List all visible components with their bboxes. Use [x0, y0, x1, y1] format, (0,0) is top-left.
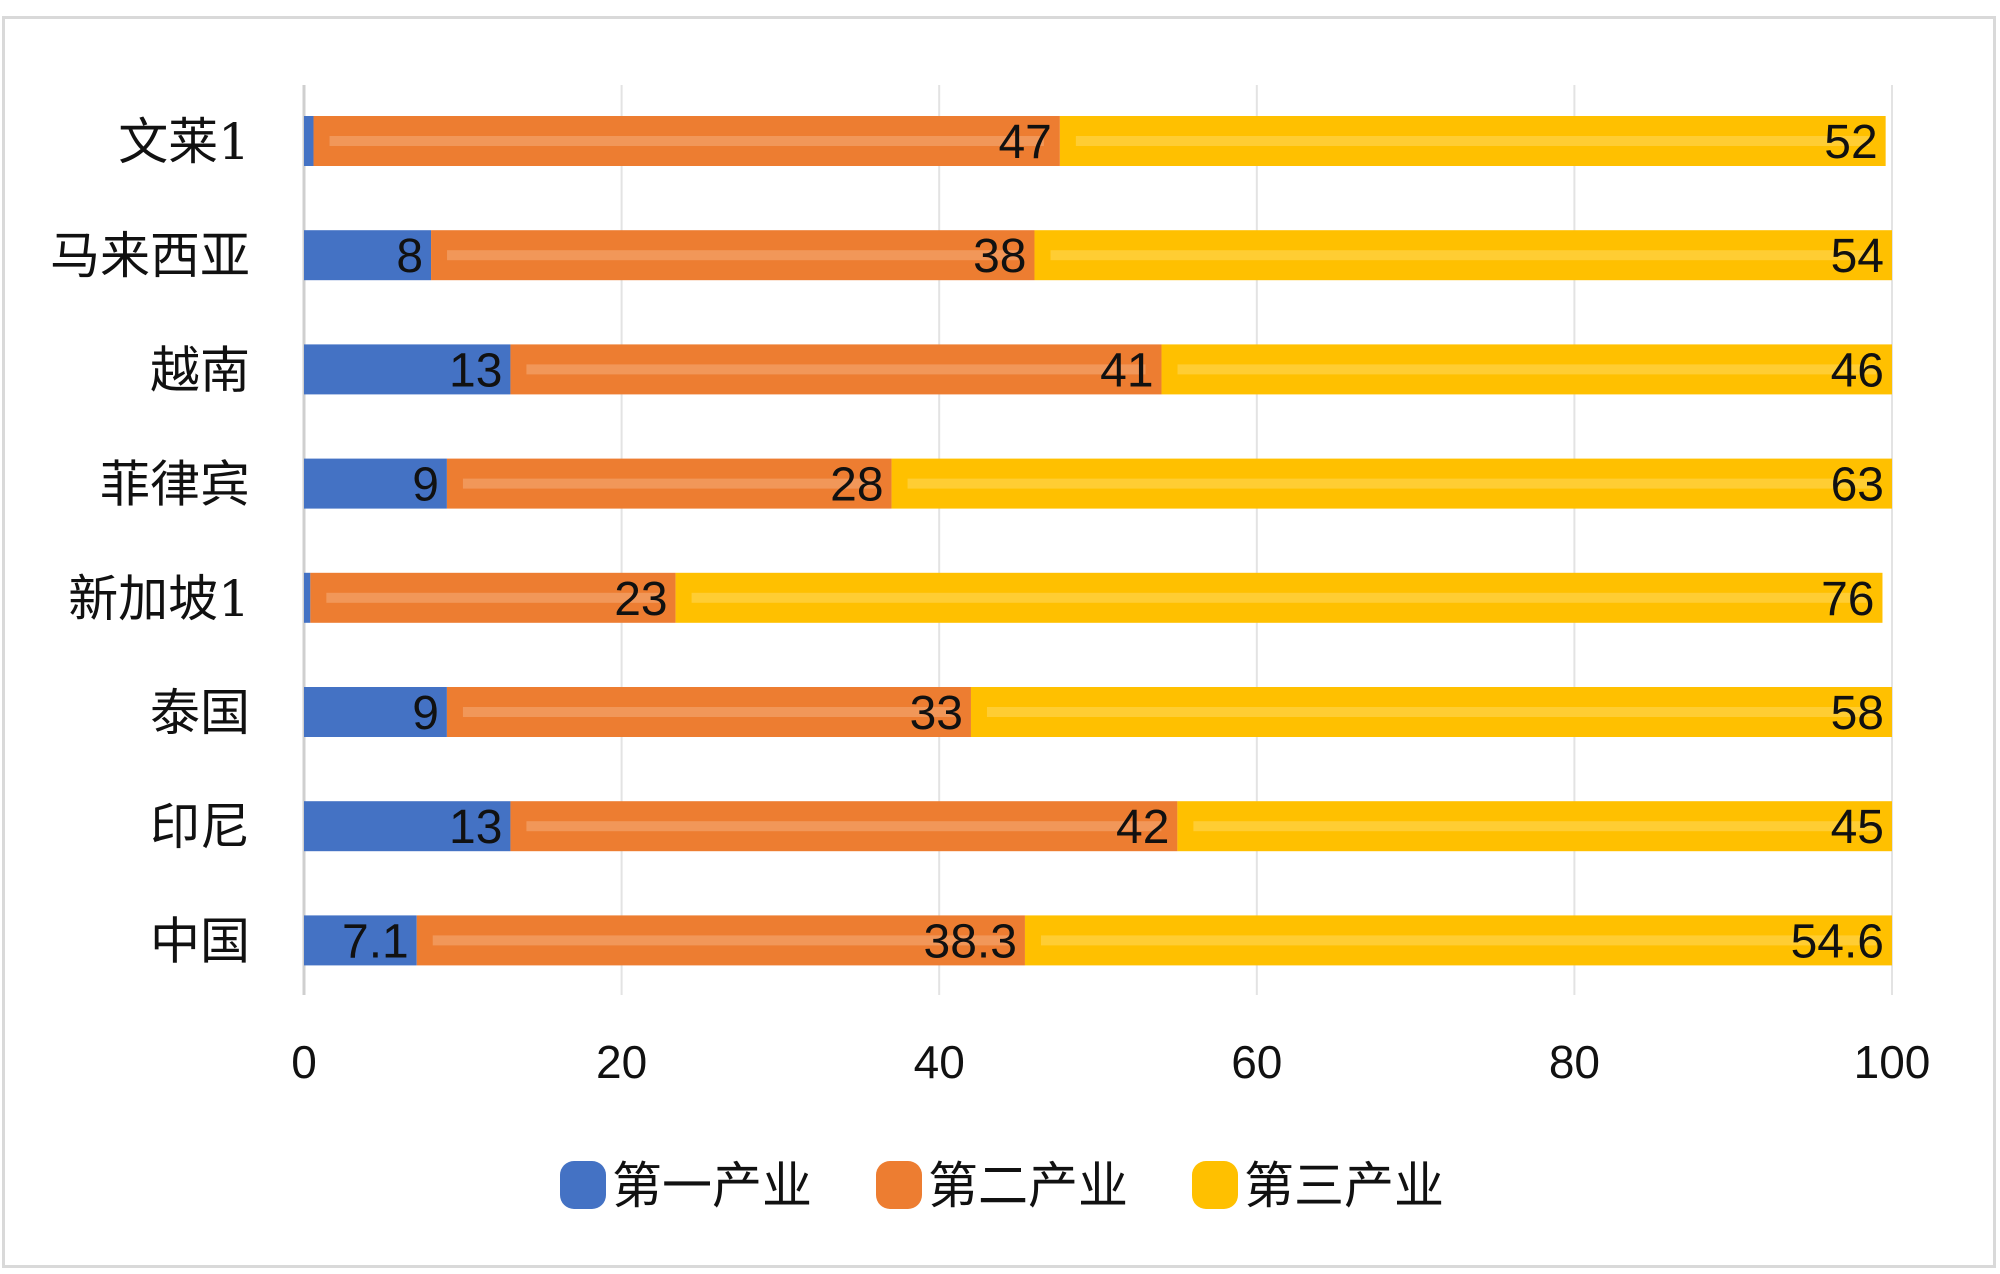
bar-highlight-series-1-row-4	[326, 592, 660, 603]
legend-label-0: 第一产业	[612, 1157, 812, 1215]
data-label-series-1-row-1: 38	[973, 230, 1026, 283]
bar-highlight-series-1-row-7	[432, 935, 1009, 946]
bar-highlight-series-1-row-5	[462, 707, 955, 717]
x-tick-label-60: 60	[1231, 1036, 1282, 1088]
data-label-series-2-row-7: 54.6	[1791, 915, 1884, 968]
data-label-series-1-row-3: 28	[830, 459, 883, 512]
bar-series-0-row-1	[304, 230, 432, 281]
category-label-7: 中国	[150, 912, 250, 970]
bar-series-0-row-6	[304, 801, 511, 852]
bar-highlight-series-1-row-3	[462, 478, 876, 489]
data-label-series-0-row-2: 13	[449, 344, 502, 397]
category-label-4: 新加坡1	[68, 570, 250, 628]
category-label-3: 菲律宾	[100, 456, 250, 514]
bar-highlight-series-2-row-1	[1050, 250, 1876, 261]
data-label-series-1-row-7: 38.3	[924, 915, 1017, 968]
bar-series-0-row-0	[304, 116, 314, 166]
legend-label-2: 第三产业	[1244, 1157, 1444, 1215]
data-label-series-1-row-4: 23	[614, 573, 667, 626]
category-label-1: 马来西亚	[50, 227, 250, 285]
x-tick-label-0: 0	[291, 1036, 317, 1088]
bar-series-0-row-3	[304, 458, 447, 509]
data-label-series-2-row-2: 46	[1831, 344, 1884, 397]
bar-highlight-series-1-row-1	[447, 250, 1019, 261]
bar-series-0-row-5	[304, 687, 447, 737]
data-label-series-2-row-1: 54	[1831, 230, 1884, 283]
x-tick-label-80: 80	[1549, 1036, 1600, 1088]
category-label-6: 印尼	[150, 798, 250, 856]
data-label-series-2-row-5: 58	[1831, 687, 1884, 740]
x-tick-label-100: 100	[1854, 1036, 1931, 1088]
bar-highlight-series-2-row-2	[1177, 364, 1876, 375]
bar-highlight-series-2-row-5	[986, 707, 1876, 717]
x-tick-label-20: 20	[596, 1036, 647, 1088]
data-label-series-0-row-5: 9	[412, 687, 439, 740]
data-label-series-2-row-4: 76	[1821, 573, 1874, 626]
legend-label-1: 第二产业	[928, 1157, 1128, 1215]
data-label-series-0-row-3: 9	[412, 459, 439, 512]
data-label-series-2-row-0: 52	[1824, 116, 1877, 169]
bar-highlight-series-1-row-6	[526, 821, 1162, 832]
bar-highlight-series-2-row-6	[1193, 821, 1876, 832]
data-label-series-1-row-0: 47	[998, 116, 1051, 169]
bar-highlight-series-2-row-4	[691, 592, 1867, 603]
data-label-series-1-row-5: 33	[910, 687, 963, 740]
bar-series-0-row-2	[304, 344, 511, 395]
bar-highlight-series-1-row-0	[329, 136, 1044, 146]
bar-series-0-row-4	[304, 572, 311, 623]
data-label-series-1-row-6: 42	[1116, 801, 1169, 854]
legend-swatch-2	[1192, 1161, 1238, 1209]
bar-highlight-series-2-row-7	[1040, 935, 1876, 946]
bar-highlight-series-2-row-0	[1075, 136, 1870, 146]
chart-frame	[2, 16, 1996, 1268]
data-label-series-1-row-2: 41	[1100, 344, 1153, 397]
category-label-2: 越南	[150, 341, 250, 399]
x-tick-label-40: 40	[914, 1036, 965, 1088]
legend-swatch-1	[876, 1161, 922, 1209]
data-label-series-0-row-1: 8	[396, 230, 423, 283]
data-label-series-2-row-3: 63	[1831, 459, 1884, 512]
bar-highlight-series-2-row-3	[907, 478, 1876, 489]
data-label-series-2-row-6: 45	[1831, 801, 1884, 854]
category-label-5: 泰国	[150, 684, 250, 742]
data-label-series-0-row-7: 7.1	[342, 915, 409, 968]
data-label-series-0-row-6: 13	[449, 801, 502, 854]
category-label-0: 文莱1	[118, 113, 250, 171]
legend-swatch-0	[560, 1161, 606, 1209]
bar-highlight-series-1-row-2	[526, 364, 1146, 375]
bar-series-0-row-7	[304, 915, 417, 966]
